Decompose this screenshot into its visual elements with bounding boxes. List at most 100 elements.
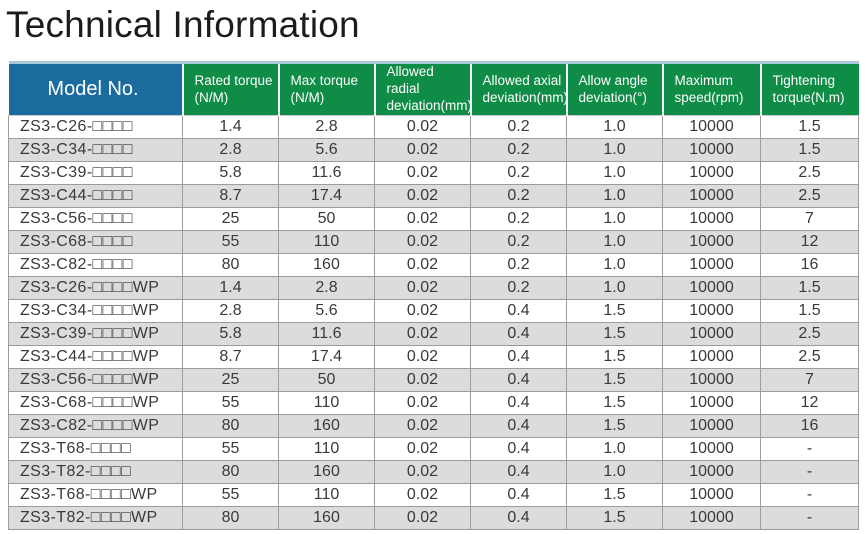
technical-info-table: Model No. Rated torque (N/M) Max torque … xyxy=(8,61,859,530)
col-header-maximum-speed: Maximum speed(rpm) xyxy=(662,62,762,116)
value-cell: 1.5 xyxy=(760,275,859,300)
value-cell: 11.6 xyxy=(278,160,375,185)
value-cell: 0.02 xyxy=(374,367,471,392)
value-cell: 0.02 xyxy=(374,482,471,507)
value-cell: 0.02 xyxy=(374,413,471,438)
value-cell: 80 xyxy=(182,252,279,277)
value-cell: 0.4 xyxy=(470,321,567,346)
value-cell: 1.0 xyxy=(566,160,663,185)
value-cell: 0.2 xyxy=(470,137,567,162)
header-row: Model No. Rated torque (N/M) Max torque … xyxy=(8,62,859,116)
table-row: ZS3-C34-□□□□WP 2.8 5.6 0.02 0.4 1.5 10000 1.5 xyxy=(8,298,859,323)
value-cell: 1.5 xyxy=(566,482,663,507)
model-cell: ZS3-C68-□□□□ xyxy=(8,229,183,254)
value-cell: 16 xyxy=(760,413,859,438)
page-title: Technical Information xyxy=(6,4,360,45)
value-cell: 25 xyxy=(182,206,279,231)
model-cell: ZS3-C39-□□□□WP xyxy=(8,321,183,346)
value-cell: 2.5 xyxy=(760,160,859,185)
value-cell: 2.8 xyxy=(182,137,279,162)
table-row: ZS3-C56-□□□□WP 25 50 0.02 0.4 1.5 10000 7 xyxy=(8,367,859,392)
value-cell: 55 xyxy=(182,390,279,415)
value-cell: 1.0 xyxy=(566,275,663,300)
value-cell: 12 xyxy=(760,229,859,254)
value-cell: 1.0 xyxy=(566,183,663,208)
value-cell: 1.5 xyxy=(566,505,663,530)
value-cell: 1.5 xyxy=(760,114,859,139)
value-cell: - xyxy=(760,482,859,507)
value-cell: 1.5 xyxy=(566,344,663,369)
model-cell: ZS3-C39-□□□□ xyxy=(8,160,183,185)
value-cell: 2.8 xyxy=(278,275,375,300)
value-cell: 0.4 xyxy=(470,390,567,415)
value-cell: 0.4 xyxy=(470,505,567,530)
value-cell: 0.02 xyxy=(374,436,471,461)
model-cell: ZS3-C82-□□□□WP xyxy=(8,413,183,438)
col-header-allow-angle-deviation: Allow angle deviation(°) xyxy=(566,62,664,116)
value-cell: 0.4 xyxy=(470,298,567,323)
model-cell: ZS3-C34-□□□□ xyxy=(8,137,183,162)
model-cell: ZS3-C68-□□□□WP xyxy=(8,390,183,415)
value-cell: 1.0 xyxy=(566,206,663,231)
value-cell: 1.5 xyxy=(760,298,859,323)
value-cell: 160 xyxy=(278,252,375,277)
value-cell: 10000 xyxy=(662,275,761,300)
table-row: ZS3-C26-□□□□ 1.4 2.8 0.02 0.2 1.0 10000 1.5 xyxy=(8,114,859,139)
value-cell: 5.6 xyxy=(278,137,375,162)
table-row: ZS3-C68-□□□□WP 55 110 0.02 0.4 1.5 10000 12 xyxy=(8,390,859,415)
value-cell: 0.02 xyxy=(374,321,471,346)
table-body: ZS3-C26-□□□□ 1.4 2.8 0.02 0.2 1.0 10000 1.5 ZS3-… xyxy=(8,114,859,530)
model-cell: ZS3-C82-□□□□ xyxy=(8,252,183,277)
table-row: ZS3-C26-□□□□WP 1.4 2.8 0.02 0.2 1.0 10000 1.5 xyxy=(8,275,859,300)
value-cell: 1.0 xyxy=(566,459,663,484)
value-cell: 0.2 xyxy=(470,252,567,277)
value-cell: 10000 xyxy=(662,436,761,461)
value-cell: 80 xyxy=(182,505,279,530)
value-cell: 1.5 xyxy=(760,137,859,162)
model-cell: ZS3-C44-□□□□ xyxy=(8,183,183,208)
value-cell: 0.02 xyxy=(374,344,471,369)
value-cell: 50 xyxy=(278,367,375,392)
value-cell: 10000 xyxy=(662,252,761,277)
value-cell: 0.02 xyxy=(374,252,471,277)
value-cell: 1.5 xyxy=(566,367,663,392)
model-cell: ZS3-T68-□□□□WP xyxy=(8,482,183,507)
value-cell: 1.0 xyxy=(566,436,663,461)
value-cell: 55 xyxy=(182,229,279,254)
table-row: ZS3-C68-□□□□ 55 110 0.02 0.2 1.0 10000 12 xyxy=(8,229,859,254)
value-cell: 8.7 xyxy=(182,344,279,369)
value-cell: 25 xyxy=(182,367,279,392)
value-cell: 0.2 xyxy=(470,183,567,208)
table-row: ZS3-T68-□□□□WP 55 110 0.02 0.4 1.5 10000- xyxy=(8,482,859,507)
value-cell: 5.6 xyxy=(278,298,375,323)
value-cell: 50 xyxy=(278,206,375,231)
value-cell: 0.02 xyxy=(374,229,471,254)
value-cell: 80 xyxy=(182,413,279,438)
value-cell: - xyxy=(760,436,859,461)
table-row: ZS3-C39-□□□□ 5.8 11.6 0.02 0.2 1.0 10000 2.5 xyxy=(8,160,859,185)
value-cell: 10000 xyxy=(662,229,761,254)
value-cell: 2.8 xyxy=(278,114,375,139)
value-cell: 2.5 xyxy=(760,183,859,208)
col-header-model-no: Model No. xyxy=(8,62,184,116)
value-cell: 55 xyxy=(182,482,279,507)
table-row: ZS3-C82-□□□□WP 80 160 0.02 0.4 1.5 10000 16 xyxy=(8,413,859,438)
col-header-tightening-torque: Tightening torque(N.m) xyxy=(760,62,859,116)
value-cell: 0.02 xyxy=(374,459,471,484)
value-cell: 10000 xyxy=(662,298,761,323)
value-cell: - xyxy=(760,505,859,530)
value-cell: 0.02 xyxy=(374,298,471,323)
value-cell: 11.6 xyxy=(278,321,375,346)
value-cell: 1.4 xyxy=(182,275,279,300)
value-cell: 0.4 xyxy=(470,344,567,369)
value-cell: 110 xyxy=(278,229,375,254)
value-cell: 110 xyxy=(278,390,375,415)
value-cell: 0.02 xyxy=(374,206,471,231)
value-cell: 1.0 xyxy=(566,252,663,277)
col-header-allowed-axial-deviation: Allowed axial deviation(mm) xyxy=(470,62,568,116)
table-row: ZS3-T68-□□□□ 55 110 0.02 0.4 1.0 10000- xyxy=(8,436,859,461)
model-cell: ZS3-C34-□□□□WP xyxy=(8,298,183,323)
value-cell: 2.8 xyxy=(182,298,279,323)
value-cell: 55 xyxy=(182,436,279,461)
